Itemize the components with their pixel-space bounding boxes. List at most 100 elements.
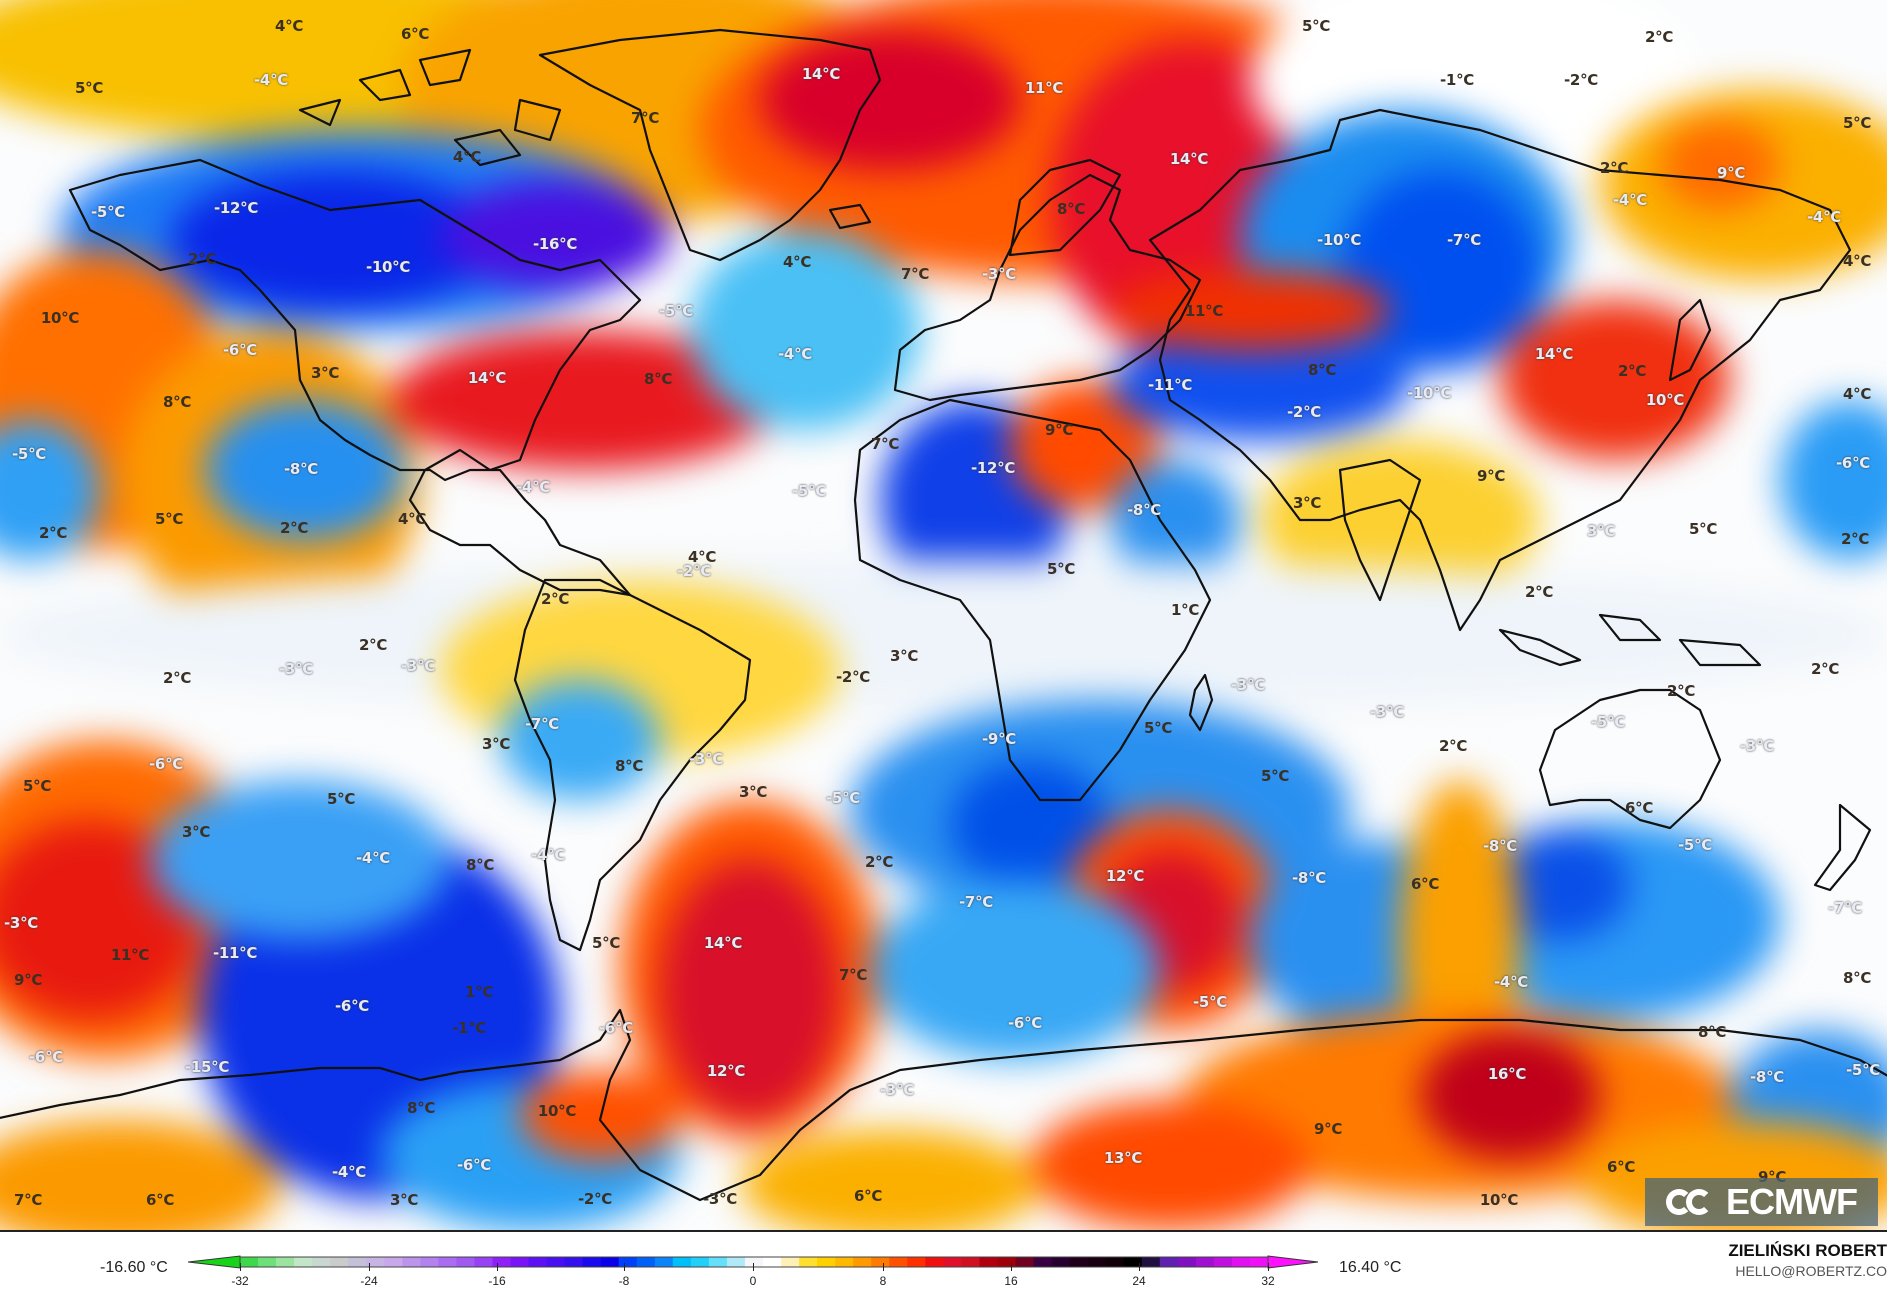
colorbar-tick-mark: [624, 1263, 625, 1271]
temperature-label: -10°C: [1406, 384, 1452, 402]
colorbar-min-label: -16.60 °C: [100, 1259, 168, 1276]
temperature-label: 3°C: [1586, 522, 1616, 540]
temperature-label: 6°C: [853, 1187, 883, 1205]
temperature-label: 12°C: [706, 1062, 746, 1080]
anomaly-region: [1340, 170, 1540, 370]
temperature-label: -10°C: [365, 258, 411, 276]
colorbar-tick-mark: [1011, 1263, 1012, 1271]
temperature-label: -15°C: [184, 1058, 230, 1076]
temperature-label: 4°C: [1842, 385, 1872, 403]
temperature-label: 9°C: [1716, 164, 1746, 182]
colorbar-tick-mark: [240, 1263, 241, 1271]
temperature-label: -3°C: [982, 265, 1016, 283]
colorbar-tick-mark: [1268, 1263, 1269, 1271]
temperature-label: 2°C: [1599, 159, 1629, 177]
temperature-label: 2°C: [1840, 530, 1870, 548]
temperature-label: -8°C: [284, 460, 318, 478]
temperature-label: -3°C: [1370, 703, 1404, 721]
temperature-label: 5°C: [74, 79, 104, 97]
temperature-label: 6°C: [1624, 799, 1654, 817]
temperature-label: 2°C: [38, 524, 68, 542]
temperature-label: -5°C: [792, 482, 826, 500]
temperature-label: 8°C: [162, 393, 192, 411]
temperature-label: -11°C: [1147, 376, 1193, 394]
temperature-label: 7°C: [838, 966, 868, 984]
anomaly-region: [870, 880, 1160, 1060]
colorbar-tick-label: -24: [360, 1274, 378, 1288]
author-email: HELLO@ROBERTZ.CO: [1735, 1263, 1887, 1279]
anomaly-region: [760, 30, 1020, 170]
temperature-label: -10°C: [1316, 231, 1362, 249]
anomaly-region: [690, 230, 920, 430]
temperature-label: -3°C: [880, 1081, 914, 1099]
temperature-label: -4°C: [356, 849, 390, 867]
colorbar-tick-label: 24: [1132, 1274, 1146, 1288]
temperature-label: 3°C: [889, 647, 919, 665]
anomaly-region: [1660, 120, 1780, 210]
colorbar-tick-mark: [753, 1263, 754, 1271]
temperature-label: 6°C: [1410, 875, 1440, 893]
temperature-label: -1°C: [452, 1019, 486, 1037]
temperature-label: 4°C: [397, 510, 427, 528]
temperature-label: 6°C: [400, 25, 430, 43]
temperature-label: -1°C: [1440, 71, 1474, 89]
temperature-label: 2°C: [1666, 682, 1696, 700]
temperature-label: -5°C: [826, 789, 860, 807]
temperature-label: -2°C: [1564, 71, 1598, 89]
temperature-label: 2°C: [1810, 660, 1840, 678]
temperature-label: -3°C: [703, 1190, 737, 1208]
temperature-label: -6°C: [149, 755, 183, 773]
temperature-label: -3°C: [401, 657, 435, 675]
colorbar-tick-label: -16: [488, 1274, 506, 1288]
temperature-label: 5°C: [1301, 17, 1331, 35]
temperature-label: 9°C: [1313, 1120, 1343, 1138]
temperature-label: 5°C: [1143, 719, 1173, 737]
anomaly-region: [1780, 400, 1887, 560]
temperature-label: -3°C: [1231, 676, 1265, 694]
temperature-label: -12°C: [213, 199, 259, 217]
temperature-label: 1°C: [464, 983, 494, 1001]
temperature-label: -4°C: [1494, 973, 1528, 991]
temperature-label: 8°C: [1307, 361, 1337, 379]
anomaly-region: [1030, 1100, 1310, 1230]
temperature-label: 1°C: [1170, 601, 1200, 619]
temperature-label: 10°C: [40, 309, 80, 327]
colorbar: [188, 1255, 1319, 1269]
colorbar-tick-mark: [369, 1263, 370, 1271]
temperature-label: 8°C: [643, 370, 673, 388]
colorbar-tick-label: -8: [618, 1274, 630, 1288]
temperature-label: 5°C: [1260, 767, 1290, 785]
temperature-label: 10°C: [1645, 391, 1685, 409]
temperature-label: -8°C: [1127, 501, 1161, 519]
temperature-label: -8°C: [1750, 1068, 1784, 1086]
temperature-label: 4°C: [1842, 252, 1872, 270]
temperature-label: 2°C: [279, 519, 309, 537]
anomaly-region: [0, 1120, 280, 1230]
temperature-label: 5°C: [591, 934, 621, 952]
temperature-label: 5°C: [326, 790, 356, 808]
anomaly-region: [660, 860, 840, 1120]
temperature-label: 16°C: [1487, 1065, 1527, 1083]
temperature-label: -16°C: [532, 235, 578, 253]
anomaly-region: [1110, 270, 1390, 350]
temperature-label: 5°C: [1842, 114, 1872, 132]
temperature-label: 3°C: [389, 1191, 419, 1209]
temperature-label: 4°C: [687, 548, 717, 566]
temperature-label: 4°C: [452, 148, 482, 166]
temperature-label: 14°C: [1534, 345, 1574, 363]
colorbar-tick-label: -32: [231, 1274, 249, 1288]
coastlines: [0, 28, 1887, 1202]
temperature-label: 8°C: [1842, 969, 1872, 987]
anomaly-region: [150, 780, 450, 940]
temperature-label: -4°C: [531, 846, 565, 864]
temperature-label: -2°C: [1287, 403, 1321, 421]
temperature-label: 8°C: [614, 757, 644, 775]
colorbar-max-label: 16.40 °C: [1339, 1259, 1402, 1276]
temperature-label: 5°C: [1046, 560, 1076, 578]
author-credit: ZIELIŃSKI ROBERT HELLO@ROBERTZ.CO: [1728, 1241, 1887, 1279]
temperature-label: -5°C: [659, 302, 693, 320]
temperature-label: 2°C: [1438, 737, 1468, 755]
temperature-label: -5°C: [12, 445, 46, 463]
temperature-label: 10°C: [1479, 1191, 1519, 1209]
anomaly-region: [1500, 300, 1730, 460]
